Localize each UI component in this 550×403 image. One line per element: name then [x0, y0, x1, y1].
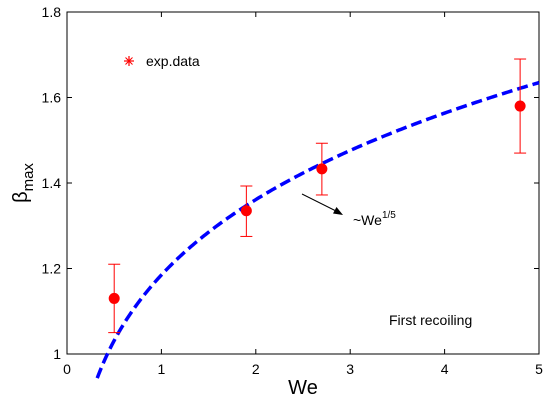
x-tick-label-4: 4: [441, 361, 449, 377]
data-point-3: [514, 100, 526, 112]
x-tick-label-3: 3: [346, 361, 354, 377]
data-layer: [108, 58, 527, 334]
fit-annotation-arrow-icon: [333, 207, 343, 215]
x-tick-label-0: 0: [63, 361, 71, 377]
fit-annotation-arrow-line: [301, 193, 339, 213]
x-tick-label-5: 5: [535, 361, 543, 377]
data-point-2: [316, 163, 328, 175]
y-axis-title-sub: max: [20, 163, 37, 192]
y-axis-ticks: 1 1.2 1.4 1.6 1.8: [42, 4, 539, 362]
fit-annotation-exponent: 1/5: [382, 210, 396, 221]
data-point-1: [240, 205, 252, 217]
y-tick-label-1: 1.2: [42, 261, 62, 277]
fit-annotation: ~We1/5: [301, 193, 396, 228]
fit-annotation-prefix: ~We: [353, 212, 382, 228]
x-axis-ticks: 0 1 2 3 4 5: [63, 12, 543, 377]
x-tick-label-1: 1: [158, 361, 166, 377]
legend-label: exp.data: [146, 53, 200, 69]
annotation-first-recoiling: First recoiling: [389, 312, 472, 328]
plot-area: [66, 11, 540, 355]
x-tick-label-2: 2: [252, 361, 260, 377]
y-tick-label-2: 1.4: [42, 175, 62, 191]
y-tick-label-3: 1.6: [42, 90, 62, 106]
fit-annotation-label: ~We1/5: [353, 210, 396, 228]
y-axis-title: βmax: [10, 163, 37, 203]
data-point-0: [108, 292, 120, 304]
y-tick-label-0: 1: [53, 346, 61, 362]
legend: exp.data: [124, 53, 200, 69]
y-tick-label-4: 1.8: [42, 4, 62, 20]
legend-marker-icon: [124, 56, 134, 66]
y-axis-title-main: β: [10, 191, 32, 203]
x-axis-title: We: [288, 377, 318, 399]
